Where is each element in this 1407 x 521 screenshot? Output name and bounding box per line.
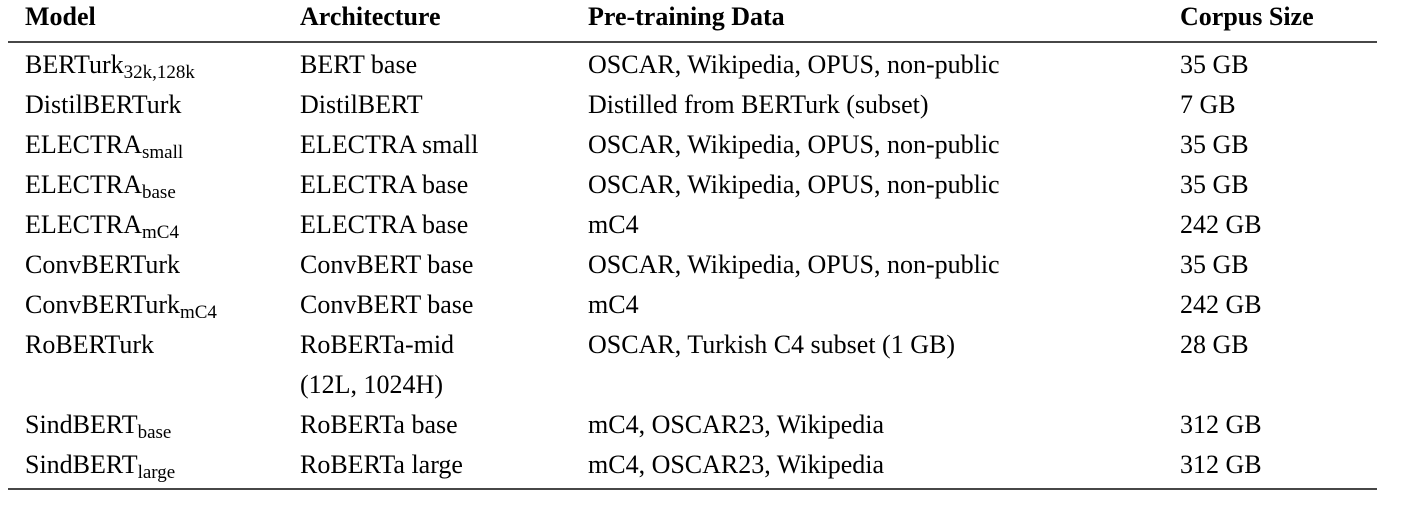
- cell-pretraining-data: OSCAR, Wikipedia, OPUS, non-public: [588, 170, 1000, 199]
- architecture-line1: ELECTRA base: [300, 210, 469, 239]
- table-row: ELECTRAbase ELECTRA base OSCAR, Wikipedi…: [8, 165, 1377, 205]
- cell-corpus-size: 35 GB: [1180, 130, 1249, 159]
- cell-corpus-size: 312 GB: [1180, 410, 1262, 439]
- cell-model: BERTurk32k,128k: [8, 45, 300, 85]
- model-subscript: base: [137, 422, 172, 443]
- cell-pretraining-data: mC4, OSCAR23, Wikipedia: [588, 410, 885, 439]
- model-name: ELECTRA: [25, 210, 142, 239]
- cell-pretraining-data: mC4, OSCAR23, Wikipedia: [588, 450, 885, 479]
- cell-architecture: ELECTRA small: [300, 125, 588, 165]
- table-row: DistilBERTurk DistilBERT Distilled from …: [8, 85, 1377, 125]
- cell-architecture: ConvBERT base: [300, 245, 588, 285]
- cell-model: ConvBERTurk: [8, 245, 300, 285]
- model-subscript: mC4: [179, 302, 217, 323]
- cell-corpus-size: 28 GB: [1180, 330, 1249, 359]
- model-subscript: 32k,128k: [123, 62, 195, 83]
- cell-architecture: ELECTRA base: [300, 165, 588, 205]
- cell-pretraining-data: OSCAR, Wikipedia, OPUS, non-public: [588, 50, 1000, 79]
- header-architecture: Architecture: [300, 2, 441, 31]
- architecture-line1: DistilBERT: [300, 90, 423, 119]
- cell-model: ELECTRAmC4: [8, 205, 300, 245]
- cell-model: SindBERTbase: [8, 405, 300, 445]
- model-subscript: small: [142, 142, 184, 163]
- architecture-line1: ConvBERT base: [300, 290, 474, 319]
- header-corpus-size: Corpus Size: [1180, 2, 1314, 31]
- cell-pretraining-data: OSCAR, Turkish C4 subset (1 GB): [588, 330, 955, 359]
- table-row: RoBERTurk RoBERTa-mid (12L, 1024H) OSCAR,…: [8, 325, 1377, 405]
- model-name: SindBERT: [25, 410, 138, 439]
- cell-corpus-size: 35 GB: [1180, 250, 1249, 279]
- header-model: Model: [25, 2, 96, 31]
- cell-pretraining-data: mC4: [588, 210, 639, 239]
- model-name: BERTurk: [25, 50, 124, 79]
- model-name: ConvBERTurk: [25, 290, 180, 319]
- table-body: BERTurk32k,128k BERT base OSCAR, Wikiped…: [8, 43, 1377, 490]
- architecture-line1: RoBERTa base: [300, 410, 458, 439]
- architecture-line1: ELECTRA small: [300, 130, 479, 159]
- header-pretraining-data: Pre-training Data: [588, 2, 785, 31]
- cell-architecture: RoBERTa-mid (12L, 1024H): [300, 325, 588, 405]
- cell-architecture: DistilBERT: [300, 85, 588, 125]
- table-row: ConvBERTurkmC4 ConvBERT base mC4 242 GB: [8, 285, 1377, 325]
- cell-architecture: ELECTRA base: [300, 205, 588, 245]
- cell-architecture: BERT base: [300, 45, 588, 85]
- cell-corpus-size: 312 GB: [1180, 450, 1262, 479]
- model-subscript: large: [137, 462, 176, 483]
- model-name: ConvBERTurk: [25, 250, 180, 279]
- cell-pretraining-data: mC4: [588, 290, 639, 319]
- cell-corpus-size: 35 GB: [1180, 170, 1249, 199]
- model-name: DistilBERTurk: [25, 90, 182, 119]
- model-overview-table: Model Architecture Pre-training Data Cor…: [8, 0, 1377, 490]
- cell-model: ELECTRAsmall: [8, 125, 300, 165]
- table-header-row: Model Architecture Pre-training Data Cor…: [8, 0, 1377, 43]
- cell-architecture: RoBERTa base: [300, 405, 588, 445]
- cell-model: SindBERTlarge: [8, 445, 300, 485]
- cell-model: ConvBERTurkmC4: [8, 285, 300, 325]
- table-row: BERTurk32k,128k BERT base OSCAR, Wikiped…: [8, 45, 1377, 85]
- cell-pretraining-data: Distilled from BERTurk (subset): [588, 90, 929, 119]
- architecture-line1: BERT base: [300, 50, 418, 79]
- cell-model: RoBERTurk: [8, 325, 300, 405]
- model-name: ELECTRA: [25, 170, 142, 199]
- model-subscript: base: [142, 182, 176, 203]
- cell-model: DistilBERTurk: [8, 85, 300, 125]
- table-row: SindBERTlarge RoBERTa large mC4, OSCAR23…: [8, 445, 1377, 485]
- architecture-line1: RoBERTa-mid: [300, 330, 455, 359]
- cell-pretraining-data: OSCAR, Wikipedia, OPUS, non-public: [588, 130, 1000, 159]
- cell-corpus-size: 7 GB: [1180, 90, 1236, 119]
- table-row: ELECTRAmC4 ELECTRA base mC4 242 GB: [8, 205, 1377, 245]
- cell-model: ELECTRAbase: [8, 165, 300, 205]
- architecture-line2: (12L, 1024H): [300, 370, 443, 399]
- architecture-line1: ELECTRA base: [300, 170, 469, 199]
- table-row: SindBERTbase RoBERTa base mC4, OSCAR23, …: [8, 405, 1377, 445]
- architecture-line1: ConvBERT base: [300, 250, 474, 279]
- cell-architecture: ConvBERT base: [300, 285, 588, 325]
- model-name: RoBERTurk: [25, 330, 154, 359]
- cell-pretraining-data: OSCAR, Wikipedia, OPUS, non-public: [588, 250, 1000, 279]
- model-name: SindBERT: [25, 450, 138, 479]
- cell-architecture: RoBERTa large: [300, 445, 588, 485]
- architecture-line1: RoBERTa large: [300, 450, 463, 479]
- model-name: ELECTRA: [25, 130, 142, 159]
- cell-corpus-size: 242 GB: [1180, 210, 1262, 239]
- table-row: ELECTRAsmall ELECTRA small OSCAR, Wikipe…: [8, 125, 1377, 165]
- cell-corpus-size: 35 GB: [1180, 50, 1249, 79]
- cell-corpus-size: 242 GB: [1180, 290, 1262, 319]
- model-subscript: mC4: [142, 222, 179, 243]
- table-row: ConvBERTurk ConvBERT base OSCAR, Wikiped…: [8, 245, 1377, 285]
